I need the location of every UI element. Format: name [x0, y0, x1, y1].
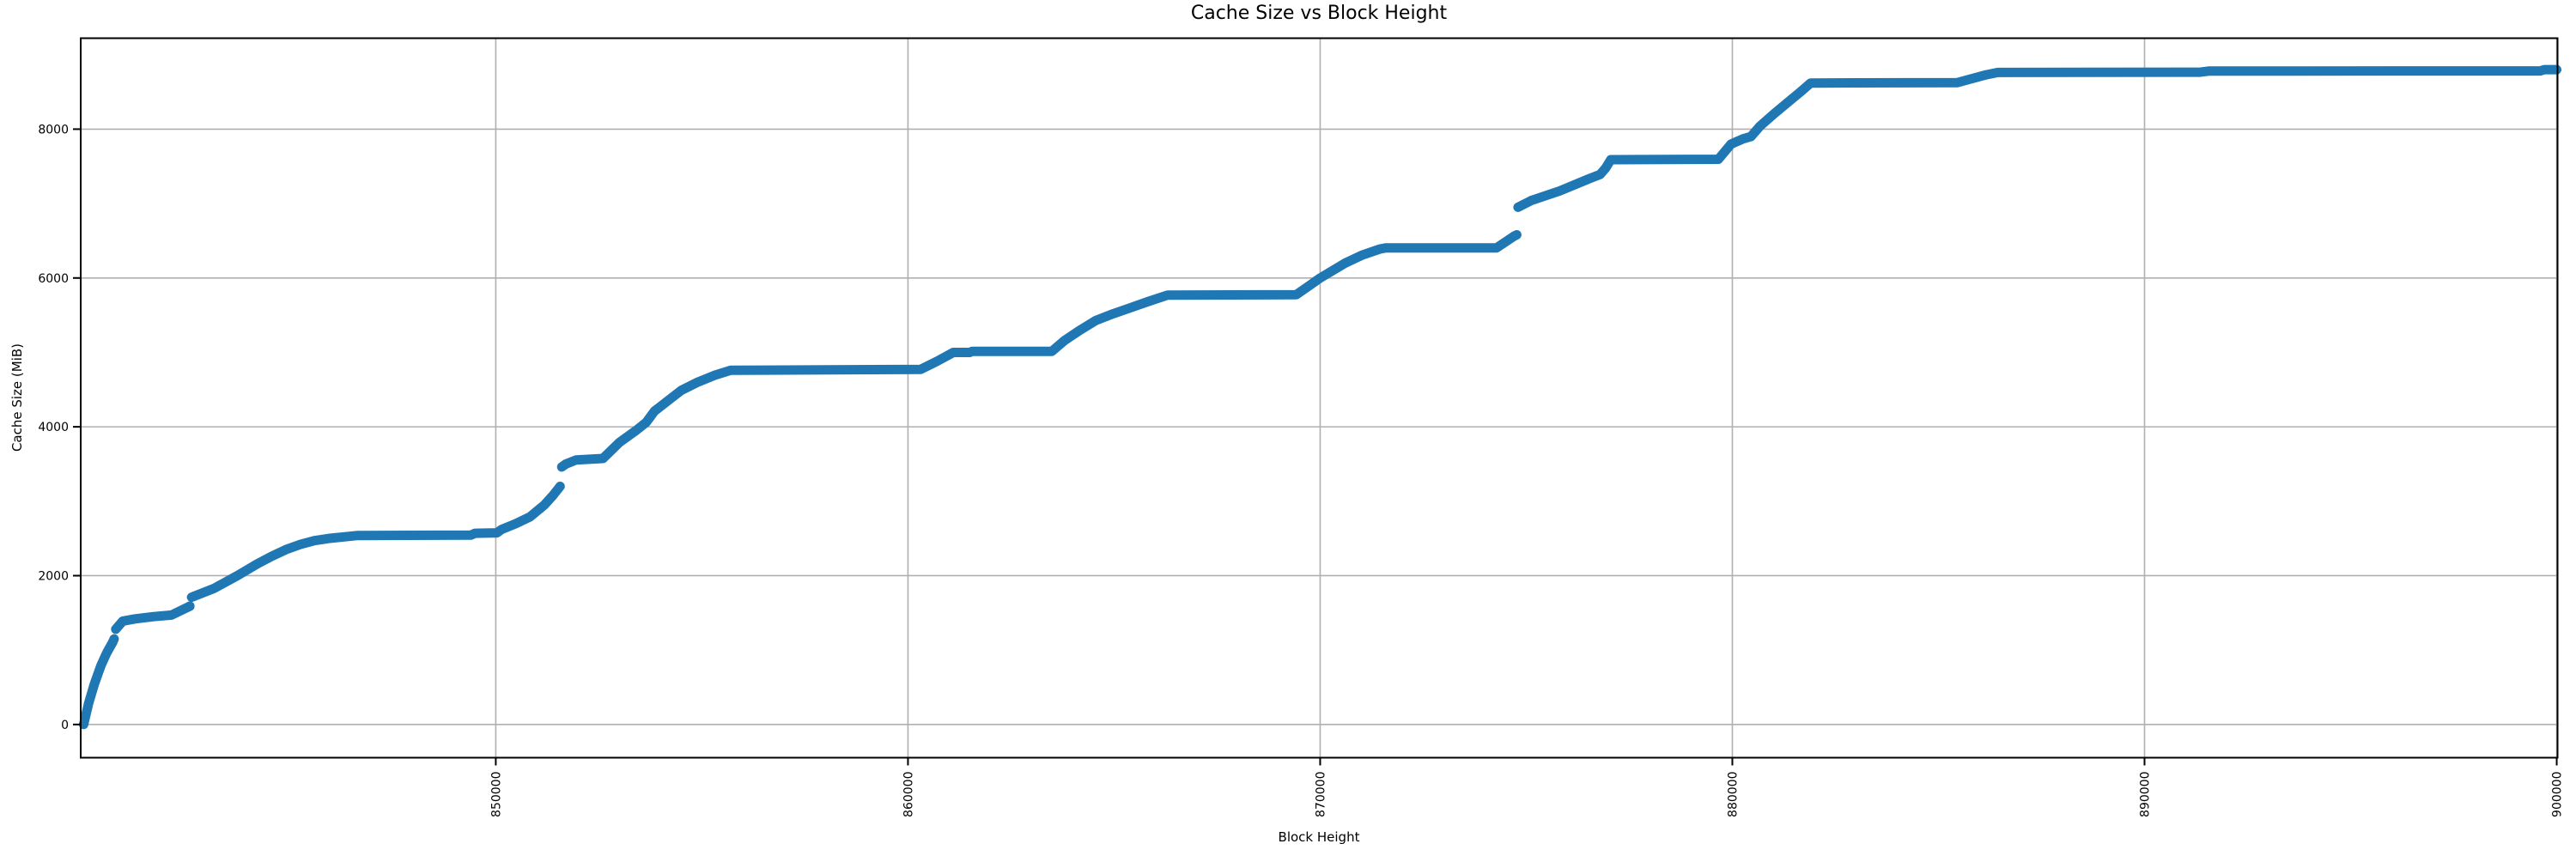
tick-layer: 850000 860000 870000 880000 890000 900000 0 200… — [38, 123, 2564, 817]
cache-size-line — [78, 634, 119, 730]
line-layer — [78, 64, 2561, 730]
cache-size-line — [111, 601, 195, 634]
x-tick-label: 880000 — [1726, 772, 1740, 817]
cache-size-line — [1513, 64, 2561, 212]
grid-layer — [81, 38, 2558, 758]
x-tick-label: 900000 — [2551, 772, 2565, 817]
y-tick-label: 6000 — [38, 272, 69, 286]
y-tick-label: 2000 — [38, 569, 69, 583]
y-axis-label: Cache Size (MiB) — [9, 343, 25, 452]
y-tick-label: 0 — [61, 719, 69, 732]
cache-size-line — [186, 482, 565, 603]
x-tick-label: 850000 — [489, 772, 503, 817]
x-axis-label: Block Height — [1279, 829, 1360, 845]
x-tick-label: 890000 — [2139, 772, 2153, 817]
plot-border — [80, 37, 2559, 759]
spine-layer — [80, 37, 2559, 759]
y-tick-label: 4000 — [38, 421, 69, 434]
chart-title: Cache Size vs Block Height — [1191, 3, 1448, 24]
x-tick-label: 860000 — [902, 772, 915, 817]
y-tick-label: 8000 — [38, 123, 69, 137]
cache-size-line — [556, 230, 1522, 472]
x-tick-label: 870000 — [1314, 772, 1327, 817]
